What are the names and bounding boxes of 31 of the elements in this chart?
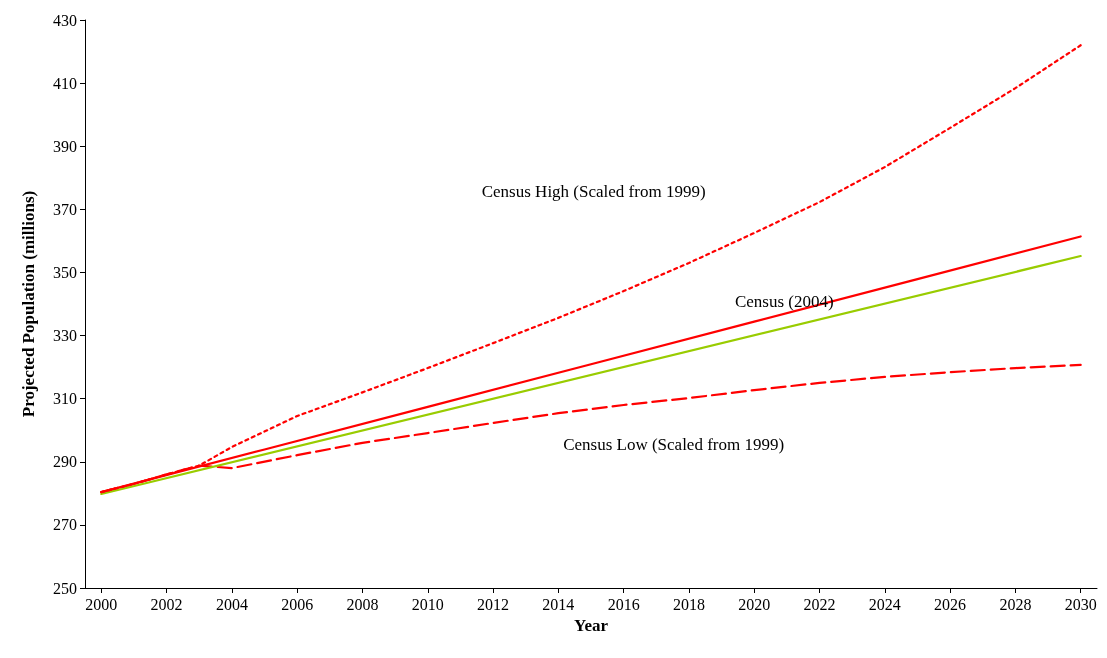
text: Census High (Scaled from 1999) <box>481 181 706 201</box>
x-tick-label: 2012 <box>477 595 510 613</box>
y-tick-label: 270 <box>53 516 77 534</box>
x-tick-label: 2010 <box>411 595 444 613</box>
x-tick-label: 2024 <box>868 595 901 613</box>
x-tick-label: 2018 <box>672 595 705 613</box>
x-tick-label: 2002 <box>150 595 183 613</box>
series-label: Census (2004) <box>734 292 834 312</box>
x-tick-label: 2006 <box>281 595 314 613</box>
x-tick-label: 2022 <box>803 595 836 613</box>
y-tick-label: 350 <box>53 263 77 281</box>
x-axis-title: Year <box>574 615 609 635</box>
x-tick-label: 2030 <box>1064 595 1097 613</box>
y-tick-label: 290 <box>53 453 77 471</box>
y-tick-label: 310 <box>53 390 77 408</box>
y-tick-label: 410 <box>53 74 77 92</box>
y-tick-label: 330 <box>53 327 77 345</box>
y-tick-label: 250 <box>53 579 77 597</box>
y-axis-title: Projected Population (millions) <box>19 190 38 418</box>
y-tick-label: 390 <box>53 137 77 155</box>
y-tick-label: 370 <box>53 200 77 218</box>
x-tick-label: 2028 <box>999 595 1032 613</box>
x-tick-label: 2016 <box>607 595 640 613</box>
x-tick-label: 2008 <box>346 595 379 613</box>
x-tick-label: 2020 <box>738 595 771 613</box>
y-tick-label: 430 <box>53 11 77 29</box>
x-tick-label: 2004 <box>215 595 248 613</box>
x-tick-label: 2026 <box>934 595 967 613</box>
x-tick-label: 2000 <box>85 595 118 613</box>
series-label: Census Low (Scaled from 1999) <box>563 435 785 455</box>
x-tick-label: 2014 <box>542 595 575 613</box>
